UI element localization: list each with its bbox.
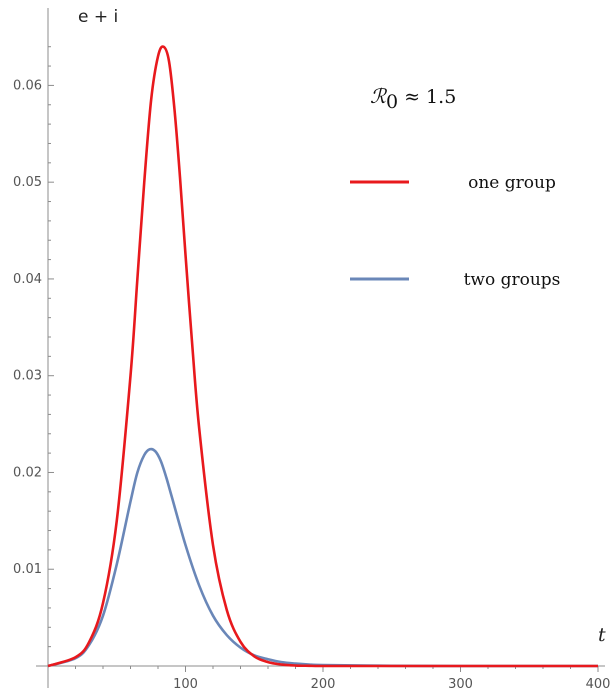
r0-symbol: ℛ: [370, 84, 388, 108]
y-tick-labels: 0.01 0.02 0.03 0.04 0.05 0.06: [13, 78, 42, 577]
x-tick-labels: 100 200 300 400: [173, 677, 610, 692]
x-tick-label: 200: [311, 677, 336, 692]
series-layer: [47, 45, 598, 668]
axes: 100 200 300 400 0.01 0.02 0.03 0.04 0.05 0.06: [13, 8, 610, 692]
y-tick-label: 0.04: [13, 272, 42, 287]
legend: one group two groups: [350, 173, 560, 290]
y-tick-label: 0.05: [13, 175, 42, 190]
x-tick-label: 300: [448, 677, 473, 692]
y-axis-title: e + i: [78, 7, 118, 27]
x-axis-title: t: [598, 624, 606, 646]
y-tick-label: 0.01: [13, 562, 42, 577]
x-tick-label: 100: [173, 677, 198, 692]
r0-annotation: ℛ0 ≈ 1.5: [370, 84, 456, 113]
y-ticks: [48, 46, 54, 648]
r0-value: ≈ 1.5: [398, 86, 456, 108]
legend-label-two-groups: two groups: [464, 270, 561, 290]
svg-text:ℛ0 ≈ 1.5: ℛ0 ≈ 1.5: [370, 84, 456, 113]
series-line-two-groups: [47, 447, 598, 668]
r0-subscript: 0: [386, 91, 398, 113]
x-tick-label: 400: [586, 677, 611, 692]
legend-label-one-group: one group: [468, 173, 556, 193]
y-tick-label: 0.06: [13, 78, 42, 93]
y-tick-label: 0.02: [13, 465, 42, 480]
series-line-one-group: [47, 45, 598, 668]
y-tick-label: 0.03: [13, 369, 42, 384]
